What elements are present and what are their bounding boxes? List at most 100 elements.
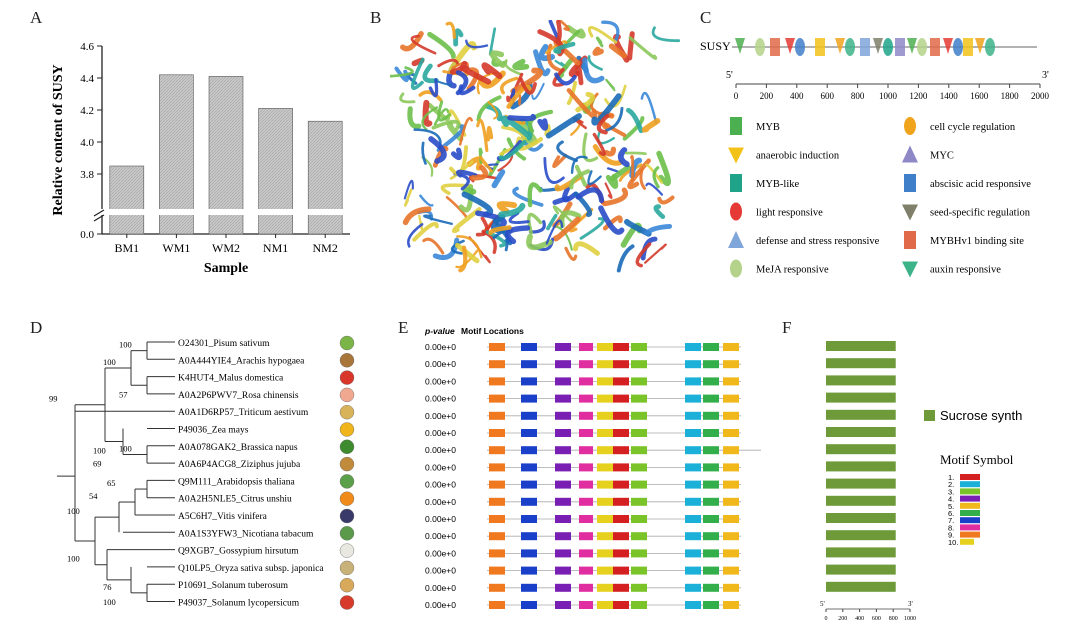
- f-axis-tick-label: 0: [825, 616, 828, 622]
- motif-block: [631, 377, 647, 386]
- motif-block: [613, 411, 629, 420]
- protein-ribbon: [476, 118, 489, 153]
- protein-ribbon: [478, 155, 493, 173]
- legend-swatch: [730, 259, 742, 278]
- protein-ribbon: [476, 95, 502, 122]
- protein-ribbon: [553, 41, 576, 54]
- motif-block: [579, 532, 593, 541]
- motif-block: [631, 411, 647, 420]
- protein-ribbon: [582, 57, 605, 84]
- bar-bm1: [109, 165, 145, 235]
- protein-ribbon: [528, 220, 546, 234]
- motif-block: [631, 343, 647, 351]
- motif-block: [723, 360, 739, 369]
- motif-block: [723, 480, 739, 489]
- protein-ribbon: [512, 58, 530, 71]
- protein-ribbon: [604, 106, 624, 132]
- panel-letter-c: C: [700, 8, 712, 27]
- motif-block: [579, 480, 593, 489]
- motif-block: [597, 377, 613, 386]
- motif-symbol-swatch: [960, 488, 980, 495]
- protein-ribbon: [421, 141, 427, 165]
- pvalue-label: 0.00e+0: [425, 480, 456, 490]
- motif-block: [703, 532, 719, 541]
- protein-ribbon: [552, 67, 565, 87]
- motif-block: [597, 583, 613, 592]
- protein-ribbon: [508, 211, 530, 225]
- taxon-label: A0A6P4ACG8_Ziziphus jujuba: [178, 460, 301, 470]
- motif-block: [631, 515, 647, 523]
- protein-ribbon: [422, 237, 445, 255]
- motif-block: [597, 411, 613, 420]
- protein-ribbon: [410, 57, 425, 90]
- taxon-label: P49037_Solanum lycopersicum: [178, 599, 300, 609]
- x-tick-label: BM1: [114, 241, 139, 255]
- motif-block: [597, 446, 613, 455]
- panel-letter-e: E: [398, 318, 409, 337]
- scale-tick-label: 600: [820, 91, 834, 101]
- domain-bar: [826, 358, 896, 369]
- domain-bars-panel: 5' 3' 0 200 400 600 800 1000 Sucrose synth Motif …: [820, 341, 1022, 622]
- motif-block: [703, 429, 719, 437]
- protein-ribbon: [605, 78, 616, 92]
- motif-block: [579, 601, 593, 609]
- motif-symbol-swatch: [960, 517, 980, 524]
- scale-tick-label: 800: [851, 91, 865, 101]
- domain-bar: [826, 375, 896, 386]
- pvalue-label: 0.00e+0: [425, 445, 456, 455]
- motif-block: [555, 601, 571, 609]
- phylogenetic-tree: O24301_Pisum sativum A0A444YIE4_Arachis h…: [49, 335, 355, 610]
- domain-bar: [826, 409, 896, 420]
- motif-block: [597, 515, 613, 523]
- domain-bar: [826, 564, 896, 575]
- protein-ribbon: [630, 155, 635, 182]
- legend-item-right: seed-specific regulation: [930, 208, 1031, 219]
- f-axis-3prime: 3': [908, 600, 913, 608]
- cis-element-marker: [735, 38, 745, 54]
- domain-bar: [826, 427, 896, 437]
- protein-ribbon: [418, 90, 443, 102]
- motif-block: [489, 601, 505, 609]
- motif-block: [579, 394, 593, 403]
- taxon-label: A0A1D6RP57_Triticum aestivum: [178, 408, 309, 418]
- motif-block: [579, 549, 593, 558]
- bar-nm2: [307, 120, 343, 235]
- motif-block: [521, 394, 537, 403]
- cis-element-marker: [860, 38, 870, 56]
- panel-letter-f: F: [782, 318, 792, 337]
- x-tick-label: WM1: [162, 241, 190, 255]
- bar-nm1: [258, 108, 293, 235]
- motif-number: 10.: [948, 538, 958, 547]
- protein-ribbon: [421, 106, 439, 131]
- legend-swatch: [902, 145, 918, 163]
- motif-block: [489, 411, 505, 420]
- motif-block: [489, 377, 505, 386]
- axis-5prime: 5': [726, 70, 733, 81]
- protein-ribbon: [545, 113, 582, 139]
- motif-block: [489, 343, 505, 351]
- protein-ribbon: [445, 196, 468, 218]
- scale-tick-label: 200: [760, 91, 774, 101]
- x-tick-label: NM1: [263, 241, 288, 255]
- legend-swatch: [730, 202, 742, 221]
- protein-ribbon: [641, 118, 661, 133]
- taxon-label: A0A078GAK2_Brassica napus: [178, 443, 298, 453]
- motif-block: [685, 411, 701, 420]
- motif-symbol-swatch: [960, 538, 974, 545]
- taxon-label: Q10LP5_Oryza sativa subsp. japonica: [178, 564, 324, 574]
- protein-ribbon: [403, 179, 414, 200]
- legend-swatch: [902, 204, 918, 221]
- pvalue-label: 0.00e+0: [425, 342, 456, 352]
- bootstrap-value: 100: [103, 597, 116, 607]
- motif-block: [521, 549, 537, 558]
- motif-block: [555, 394, 571, 403]
- protein-ribbon: [544, 123, 551, 136]
- motif-block: [613, 463, 629, 472]
- motif-block: [521, 360, 537, 369]
- motif-block: [597, 601, 613, 609]
- bootstrap-value: 76: [103, 582, 112, 592]
- motif-block: [597, 360, 613, 369]
- protein-ribbon: [556, 140, 578, 163]
- protein-ribbon: [645, 182, 664, 196]
- motif-block: [613, 566, 629, 575]
